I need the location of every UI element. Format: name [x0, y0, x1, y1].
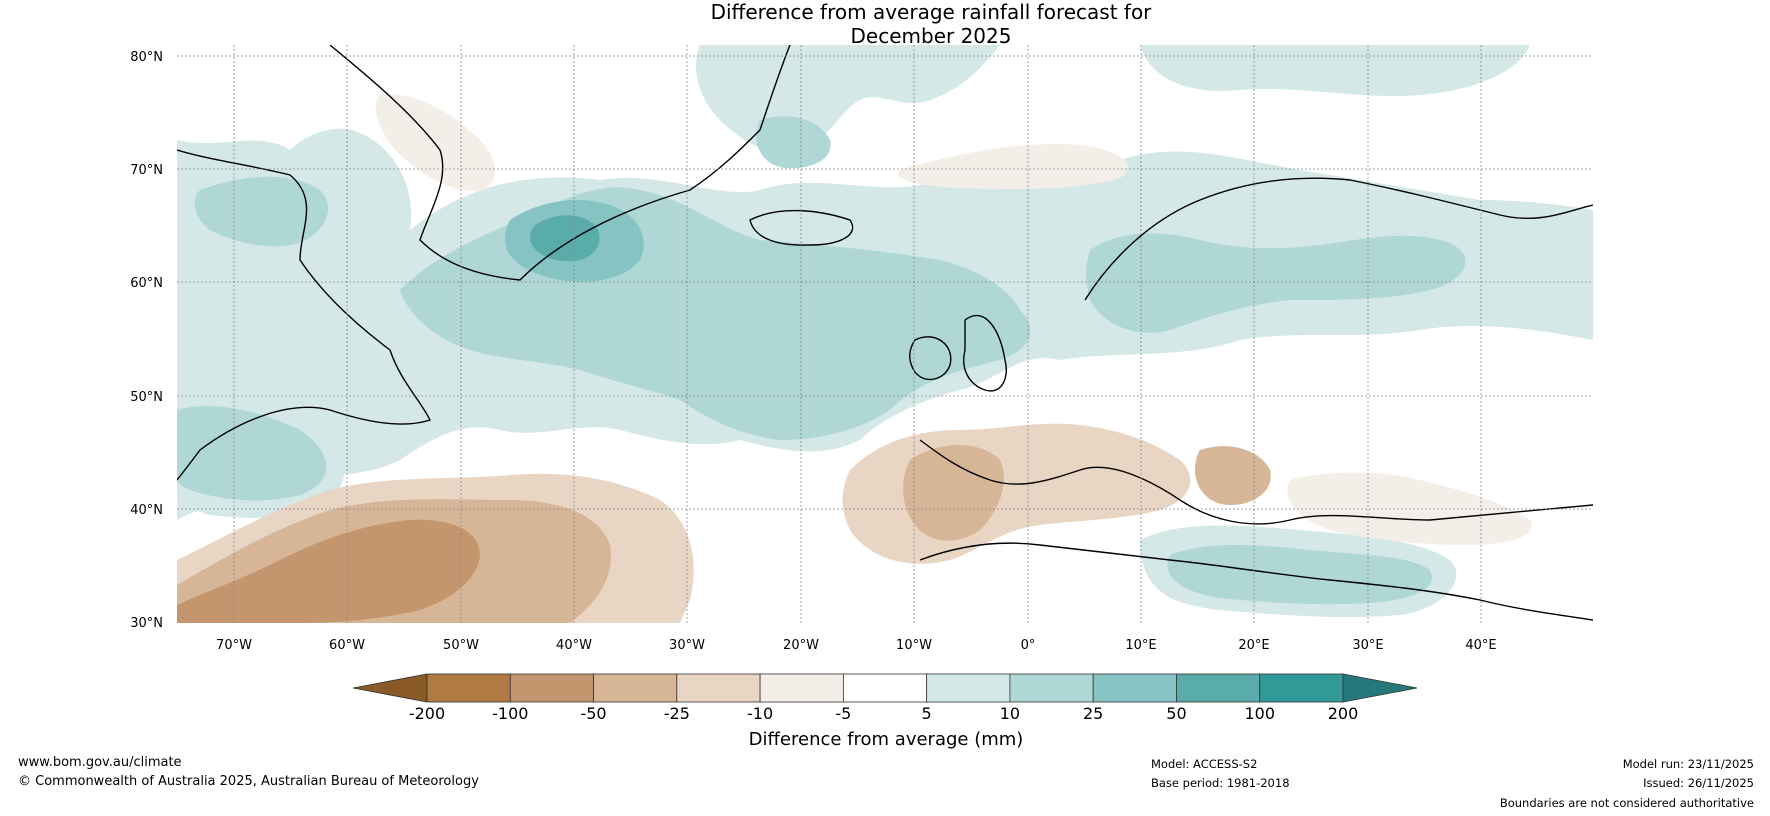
longitude-labels: 70°W 60°W 50°W 40°W 30°W 20°W 10°W 0° 10… — [216, 638, 1497, 653]
footer-base-period: Base period: 1981-2018 — [1151, 776, 1290, 790]
lat-label: 80°N — [130, 50, 163, 65]
lon-label: 50°W — [443, 638, 479, 653]
coast-scandinavia — [1084, 177, 1593, 301]
lat-label: 60°N — [130, 276, 163, 291]
teal-field-svalbard — [1140, 45, 1530, 97]
footer-site: www.bom.gov.au/climate — [18, 755, 182, 770]
colorbar-tick-label: 200 — [1328, 704, 1359, 723]
lon-label: 10°W — [896, 638, 932, 653]
coast-europe-south — [919, 439, 1593, 525]
colorbar-segment — [759, 673, 844, 703]
lat-label: 70°N — [130, 163, 163, 178]
colorbar-title: Difference from average (mm) — [749, 729, 1024, 750]
footer-model-run: Model run: 23/11/2025 — [1622, 757, 1754, 771]
lon-label: 70°W — [216, 638, 252, 653]
brown-light-norway-sea — [898, 144, 1128, 189]
colorbar-tick-label: 10 — [1000, 704, 1020, 723]
coast-britain — [963, 314, 1007, 392]
colorbar-segment — [1009, 673, 1094, 703]
latitude-labels: 80°N 70°N 60°N 50°N 40°N 30°N — [130, 50, 163, 631]
lon-label: 30°E — [1352, 638, 1383, 653]
lon-label: 40°W — [556, 638, 592, 653]
coast-ireland — [909, 336, 952, 381]
teal-mid-iceland-north — [756, 116, 831, 169]
lon-label: 30°W — [669, 638, 705, 653]
colorbar-tick-label: -10 — [747, 704, 773, 723]
footer-issued: Issued: 26/11/2025 — [1643, 776, 1754, 790]
colorbar-segment — [426, 673, 511, 703]
colorbar-tick-label: 25 — [1083, 704, 1103, 723]
brown-dark-subtropic-atlantic — [177, 519, 480, 623]
lat-label: 50°N — [130, 390, 163, 405]
colorbar-segment — [1259, 673, 1344, 703]
rainfall-anomaly-fields — [177, 45, 1593, 623]
colorbar-segment — [1092, 673, 1177, 703]
colorbar-segment — [676, 673, 761, 703]
colorbar-tick-label: -200 — [409, 704, 445, 723]
coast-north-africa — [919, 542, 1593, 621]
colorbar-segment — [509, 673, 594, 703]
brown-mid-iberia — [903, 445, 1004, 541]
lat-label: 30°N — [130, 616, 163, 631]
title-line-1: Difference from average rainfall forecas… — [710, 0, 1152, 24]
teal-mid-labrador — [194, 176, 329, 247]
coast-iceland — [749, 209, 854, 246]
colorbar-tick-label: -50 — [580, 704, 606, 723]
teal-mid-scandinavia — [1086, 233, 1466, 333]
brown-mid-balkans — [1195, 446, 1271, 505]
colorbar-tick-label: 50 — [1166, 704, 1186, 723]
lon-label: 10°E — [1125, 638, 1156, 653]
lon-label: 0° — [1021, 638, 1036, 653]
colorbar-tick-label: -100 — [492, 704, 528, 723]
lon-label: 20°E — [1238, 638, 1269, 653]
footer-copyright: © Commonwealth of Australia 2025, Austra… — [18, 774, 479, 789]
teal-mid-eastmed — [1167, 545, 1432, 605]
colorbar-tick-label: 5 — [922, 704, 932, 723]
footer-model: Model: ACCESS-S2 — [1151, 757, 1258, 771]
coast-canada-labrador — [177, 149, 431, 481]
colorbar-segment — [926, 673, 1011, 703]
teal-mid-nova-scotia — [177, 406, 327, 501]
colorbar-tick-label: -5 — [835, 704, 851, 723]
colorbar-segment — [1176, 673, 1261, 703]
brown-light-greenland — [375, 94, 495, 191]
footer-disclaimer: Boundaries are not considered authoritat… — [1499, 796, 1754, 810]
lon-label: 20°W — [783, 638, 819, 653]
lon-label: 60°W — [329, 638, 365, 653]
teal-darker-core — [529, 215, 600, 262]
colorbar-tick-label: -25 — [664, 704, 690, 723]
coast-greenland — [329, 45, 791, 281]
colorbar-segment — [593, 673, 678, 703]
coastlines — [177, 45, 1593, 621]
lat-label: 40°N — [130, 503, 163, 518]
colorbar-extend-high — [1342, 673, 1418, 703]
colorbar-extend-low — [352, 673, 428, 703]
colorbar-tick-label: 100 — [1244, 704, 1275, 723]
title-line-2: December 2025 — [850, 24, 1012, 48]
lon-label: 40°E — [1465, 638, 1496, 653]
graticule — [177, 45, 1593, 623]
colorbar-segment — [842, 673, 928, 703]
map-title: Difference from average rainfall forecas… — [0, 0, 1770, 48]
colorbar: -200 -100 -50 -25 -10 -5 5 10 25 50 100 200 — [352, 673, 1418, 723]
